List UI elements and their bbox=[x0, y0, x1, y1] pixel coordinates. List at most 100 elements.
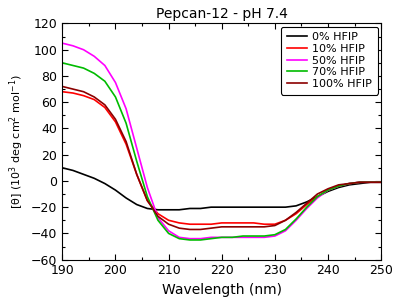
10% HFIP bbox=[358, 180, 362, 184]
70% HFIP bbox=[145, 195, 150, 199]
10% HFIP bbox=[251, 221, 256, 225]
0% HFIP bbox=[134, 203, 139, 206]
100% HFIP bbox=[347, 182, 352, 185]
50% HFIP bbox=[230, 236, 235, 239]
100% HFIP bbox=[368, 180, 373, 184]
50% HFIP bbox=[326, 188, 330, 192]
0% HFIP bbox=[209, 205, 214, 209]
10% HFIP bbox=[166, 219, 171, 222]
0% HFIP bbox=[166, 208, 171, 212]
70% HFIP bbox=[219, 236, 224, 239]
70% HFIP bbox=[198, 238, 203, 242]
70% HFIP bbox=[188, 238, 192, 242]
100% HFIP bbox=[134, 173, 139, 176]
50% HFIP bbox=[304, 207, 309, 210]
50% HFIP bbox=[102, 64, 107, 67]
10% HFIP bbox=[102, 105, 107, 109]
0% HFIP bbox=[230, 205, 235, 209]
10% HFIP bbox=[70, 91, 75, 95]
0% HFIP bbox=[240, 205, 245, 209]
10% HFIP bbox=[113, 120, 118, 124]
0% HFIP bbox=[177, 208, 182, 212]
10% HFIP bbox=[188, 223, 192, 226]
100% HFIP bbox=[188, 228, 192, 231]
0% HFIP bbox=[156, 208, 160, 212]
Legend: 0% HFIP, 10% HFIP, 50% HFIP, 70% HFIP, 100% HFIP: 0% HFIP, 10% HFIP, 50% HFIP, 70% HFIP, 1… bbox=[281, 27, 378, 95]
100% HFIP bbox=[326, 187, 330, 191]
50% HFIP bbox=[294, 219, 298, 222]
100% HFIP bbox=[283, 219, 288, 222]
70% HFIP bbox=[92, 71, 97, 75]
0% HFIP bbox=[60, 166, 65, 170]
50% HFIP bbox=[70, 44, 75, 48]
70% HFIP bbox=[70, 64, 75, 67]
10% HFIP bbox=[198, 223, 203, 226]
50% HFIP bbox=[379, 180, 384, 184]
50% HFIP bbox=[347, 182, 352, 185]
0% HFIP bbox=[251, 205, 256, 209]
10% HFIP bbox=[347, 182, 352, 185]
50% HFIP bbox=[60, 41, 65, 45]
70% HFIP bbox=[240, 234, 245, 238]
10% HFIP bbox=[81, 94, 86, 98]
10% HFIP bbox=[368, 180, 373, 184]
100% HFIP bbox=[240, 225, 245, 229]
70% HFIP bbox=[166, 232, 171, 235]
0% HFIP bbox=[219, 205, 224, 209]
50% HFIP bbox=[124, 107, 128, 111]
10% HFIP bbox=[326, 188, 330, 192]
100% HFIP bbox=[294, 211, 298, 214]
70% HFIP bbox=[209, 237, 214, 240]
10% HFIP bbox=[230, 221, 235, 225]
10% HFIP bbox=[315, 195, 320, 199]
70% HFIP bbox=[113, 95, 118, 99]
70% HFIP bbox=[272, 233, 277, 237]
70% HFIP bbox=[358, 180, 362, 184]
10% HFIP bbox=[240, 221, 245, 225]
70% HFIP bbox=[156, 219, 160, 222]
0% HFIP bbox=[92, 177, 97, 180]
50% HFIP bbox=[219, 236, 224, 239]
50% HFIP bbox=[156, 216, 160, 219]
X-axis label: Wavelength (nm): Wavelength (nm) bbox=[162, 283, 282, 297]
0% HFIP bbox=[102, 182, 107, 185]
10% HFIP bbox=[124, 142, 128, 146]
100% HFIP bbox=[251, 225, 256, 229]
100% HFIP bbox=[60, 85, 65, 88]
10% HFIP bbox=[379, 180, 384, 184]
10% HFIP bbox=[336, 184, 341, 188]
100% HFIP bbox=[102, 103, 107, 107]
100% HFIP bbox=[145, 199, 150, 202]
Line: 0% HFIP: 0% HFIP bbox=[62, 168, 381, 210]
70% HFIP bbox=[347, 182, 352, 185]
100% HFIP bbox=[177, 226, 182, 230]
10% HFIP bbox=[60, 90, 65, 94]
50% HFIP bbox=[177, 236, 182, 239]
0% HFIP bbox=[145, 207, 150, 210]
0% HFIP bbox=[70, 169, 75, 172]
50% HFIP bbox=[209, 236, 214, 239]
50% HFIP bbox=[262, 236, 267, 239]
0% HFIP bbox=[198, 207, 203, 210]
0% HFIP bbox=[113, 188, 118, 192]
100% HFIP bbox=[70, 87, 75, 91]
0% HFIP bbox=[272, 205, 277, 209]
50% HFIP bbox=[283, 229, 288, 233]
100% HFIP bbox=[230, 225, 235, 229]
10% HFIP bbox=[145, 199, 150, 202]
100% HFIP bbox=[272, 224, 277, 227]
0% HFIP bbox=[368, 180, 373, 184]
0% HFIP bbox=[262, 205, 267, 209]
70% HFIP bbox=[262, 234, 267, 238]
50% HFIP bbox=[358, 180, 362, 184]
100% HFIP bbox=[358, 180, 362, 184]
50% HFIP bbox=[92, 54, 97, 58]
70% HFIP bbox=[379, 180, 384, 184]
Y-axis label: [θ] (10$^3$ deg cm$^2$ mol$^{-1}$): [θ] (10$^3$ deg cm$^2$ mol$^{-1}$) bbox=[7, 74, 26, 209]
100% HFIP bbox=[124, 140, 128, 143]
10% HFIP bbox=[283, 219, 288, 222]
10% HFIP bbox=[272, 223, 277, 226]
10% HFIP bbox=[177, 221, 182, 225]
Line: 50% HFIP: 50% HFIP bbox=[62, 43, 381, 239]
0% HFIP bbox=[124, 196, 128, 200]
